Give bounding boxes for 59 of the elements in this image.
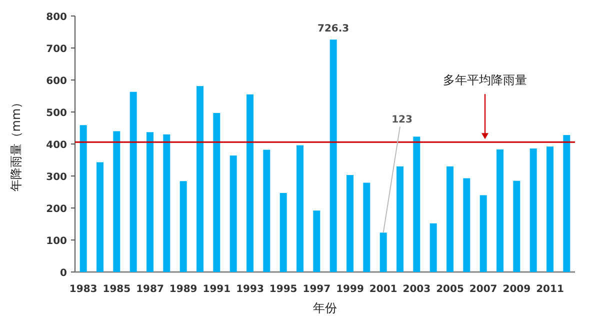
bar xyxy=(496,149,504,272)
x-tick-label: 1987 xyxy=(136,284,164,295)
bar xyxy=(130,92,137,272)
bar xyxy=(396,166,404,272)
x-tick-label: 1985 xyxy=(102,284,131,295)
bar xyxy=(263,150,270,272)
y-tick-label: 0 xyxy=(60,268,68,279)
y-tick-label: 500 xyxy=(46,108,68,119)
x-tick-label: 2001 xyxy=(369,284,398,295)
bar xyxy=(330,40,337,272)
x-tick-label: 2005 xyxy=(436,284,464,295)
bar xyxy=(513,180,520,272)
x-tick-label: 1999 xyxy=(336,284,364,295)
y-tick-label: 100 xyxy=(46,236,68,247)
x-tick-label: 1991 xyxy=(202,284,231,295)
bar xyxy=(313,210,320,272)
bar xyxy=(563,135,570,272)
x-tick-label: 2011 xyxy=(536,284,564,295)
y-tick-label: 600 xyxy=(46,76,68,87)
data-label: 123 xyxy=(392,114,412,126)
bar xyxy=(546,146,554,272)
bar xyxy=(113,131,120,272)
y-tick-label: 300 xyxy=(46,172,68,183)
bar xyxy=(346,175,354,272)
ref-line-label: 多年平均降雨量 xyxy=(443,73,527,88)
x-tick-label: 1997 xyxy=(302,284,331,295)
bar xyxy=(463,178,470,272)
bar xyxy=(430,223,437,272)
x-tick-label: 2003 xyxy=(402,284,431,295)
bar xyxy=(196,86,204,272)
bar xyxy=(96,162,104,272)
data-label: 726.3 xyxy=(318,24,350,35)
bar xyxy=(413,136,420,272)
bar xyxy=(446,166,454,272)
bar xyxy=(180,181,187,272)
bar xyxy=(213,112,220,272)
x-tick-label: 1989 xyxy=(169,284,198,295)
bar xyxy=(246,94,254,272)
bar xyxy=(80,125,87,272)
y-tick-label: 700 xyxy=(46,44,68,55)
x-tick-label: 1995 xyxy=(269,284,298,295)
y-tick-label: 800 xyxy=(46,12,68,23)
bar xyxy=(163,134,170,272)
y-axis-title: 年降雨量（mm） xyxy=(9,96,23,192)
x-tick-label: 2009 xyxy=(502,284,531,295)
bar xyxy=(146,132,154,272)
bar xyxy=(296,145,304,272)
x-tick-label: 1983 xyxy=(69,284,98,295)
bar xyxy=(230,156,237,272)
bar xyxy=(530,148,537,272)
y-tick-label: 400 xyxy=(46,140,68,151)
x-tick-label: 1993 xyxy=(236,284,264,295)
bar xyxy=(480,195,487,272)
x-axis-title: 年份 xyxy=(313,301,337,315)
y-tick-label: 200 xyxy=(46,204,68,215)
bar xyxy=(380,232,387,272)
bar xyxy=(363,182,370,272)
bar xyxy=(280,192,287,272)
x-tick-label: 2007 xyxy=(469,284,498,295)
